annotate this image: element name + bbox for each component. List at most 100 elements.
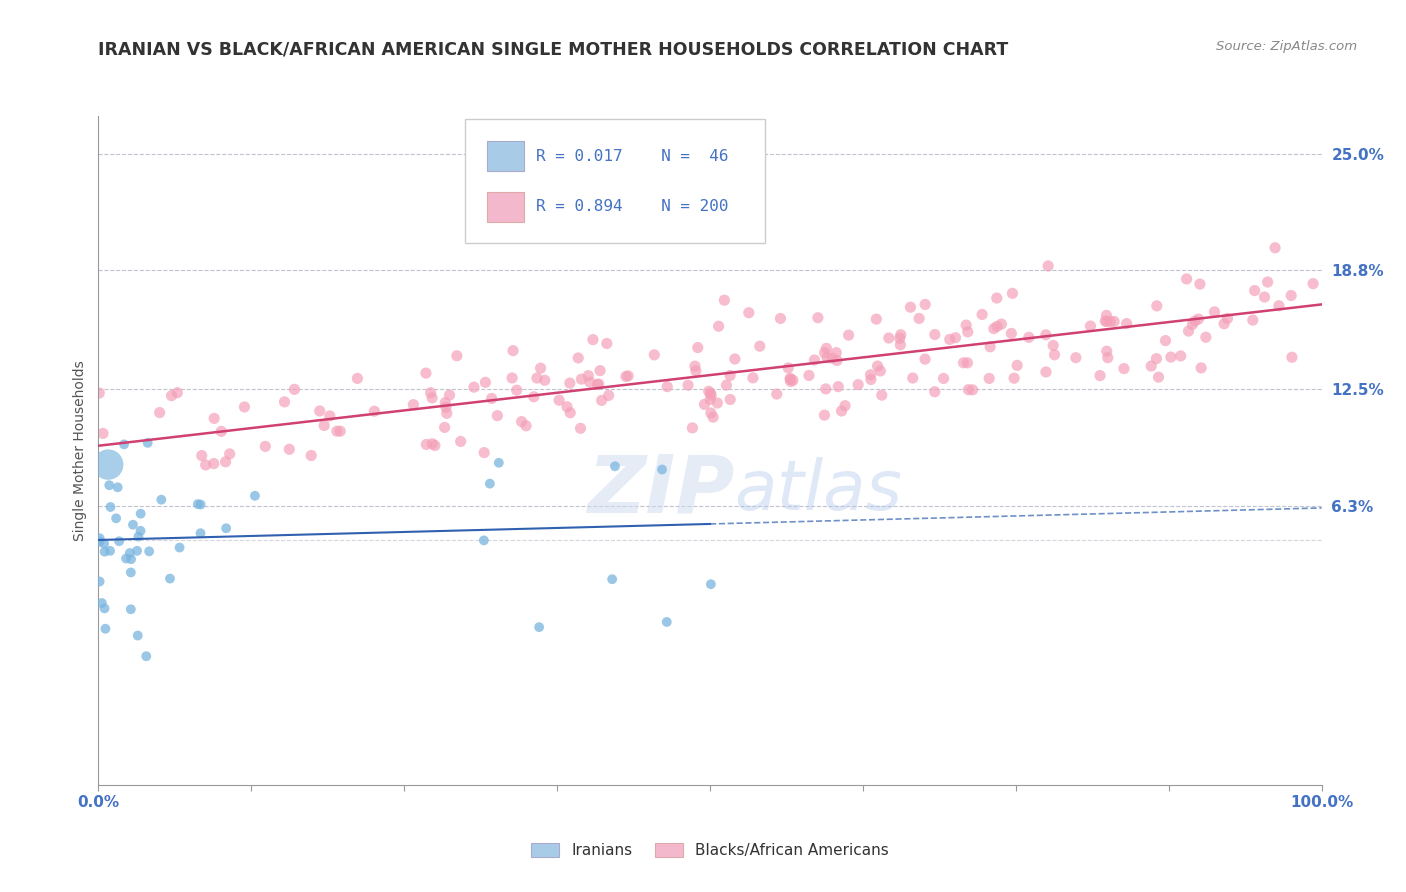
Point — [1243, 284, 1265, 298]
Legend: Iranians, Blacks/African Americans: Iranians, Blacks/African Americans — [526, 837, 894, 864]
Point — [859, 372, 882, 386]
Point — [202, 411, 225, 425]
Text: atlas: atlas — [734, 457, 903, 524]
Point — [209, 425, 232, 439]
Point — [129, 507, 152, 521]
Point — [685, 364, 707, 378]
Point — [415, 366, 437, 380]
Point — [419, 385, 441, 400]
Point — [586, 377, 609, 392]
Point — [160, 389, 183, 403]
Point — [283, 383, 305, 397]
Point — [112, 437, 135, 451]
Point — [1268, 299, 1291, 313]
Point — [834, 399, 856, 413]
Point — [1175, 272, 1198, 286]
Point — [93, 536, 115, 550]
Point — [1195, 330, 1218, 344]
Point — [683, 359, 706, 373]
Point — [1080, 319, 1102, 334]
Point — [233, 400, 256, 414]
Y-axis label: Single Mother Households: Single Mother Households — [73, 360, 87, 541]
Point — [617, 368, 640, 383]
Point — [169, 541, 191, 555]
Point — [713, 293, 735, 308]
Point — [1035, 365, 1057, 379]
Point — [924, 327, 946, 342]
Point — [724, 351, 747, 366]
Point — [697, 384, 720, 399]
Point — [807, 310, 830, 325]
Point — [779, 372, 801, 386]
Point — [558, 376, 581, 390]
Point — [278, 442, 301, 457]
Point — [308, 404, 330, 418]
Point — [813, 408, 835, 422]
Point — [748, 339, 770, 353]
Point — [938, 332, 960, 346]
Point — [120, 552, 142, 566]
Point — [502, 343, 524, 358]
Point — [138, 544, 160, 558]
Point — [676, 378, 699, 392]
Point — [952, 356, 974, 370]
Point — [97, 458, 120, 472]
Point — [1088, 368, 1111, 383]
Point — [979, 371, 1001, 385]
Point — [1043, 348, 1066, 362]
Point — [319, 409, 342, 423]
Point — [120, 602, 142, 616]
Point — [716, 378, 738, 392]
Point — [1187, 312, 1209, 326]
Point — [651, 462, 673, 476]
Point — [718, 368, 741, 383]
Point — [598, 388, 620, 402]
Point — [815, 342, 838, 356]
Point — [243, 489, 266, 503]
Point — [501, 371, 523, 385]
FancyBboxPatch shape — [488, 142, 524, 171]
Point — [945, 331, 967, 345]
Point — [202, 457, 225, 471]
Point — [1184, 314, 1206, 328]
Point — [1264, 241, 1286, 255]
Point — [782, 373, 804, 387]
Point — [859, 368, 882, 382]
Point — [901, 371, 924, 385]
Point — [1281, 350, 1303, 364]
Point — [529, 361, 551, 376]
Point — [738, 306, 761, 320]
Point — [1241, 313, 1264, 327]
Text: R = 0.894    N = 200: R = 0.894 N = 200 — [536, 199, 728, 214]
Point — [214, 455, 236, 469]
Point — [1102, 314, 1125, 328]
Point — [478, 476, 501, 491]
Point — [1094, 314, 1116, 328]
Point — [363, 404, 385, 418]
Point — [1170, 349, 1192, 363]
Point — [533, 373, 555, 387]
Point — [1099, 314, 1122, 328]
Point — [889, 338, 911, 352]
Point — [900, 300, 922, 314]
Point — [803, 353, 825, 368]
Point — [166, 385, 188, 400]
Point — [93, 545, 115, 559]
Point — [472, 445, 495, 459]
Point — [436, 406, 458, 420]
Point — [567, 351, 589, 365]
Point — [1302, 277, 1324, 291]
Point — [815, 351, 838, 365]
Point — [90, 596, 112, 610]
Point — [1213, 317, 1236, 331]
Point — [955, 318, 977, 332]
Point — [1018, 330, 1040, 344]
Point — [488, 456, 510, 470]
Point — [135, 649, 157, 664]
Point — [100, 500, 122, 514]
Point — [797, 368, 820, 383]
Point — [194, 458, 217, 472]
Point — [614, 369, 637, 384]
Point — [706, 396, 728, 410]
Point — [702, 410, 724, 425]
